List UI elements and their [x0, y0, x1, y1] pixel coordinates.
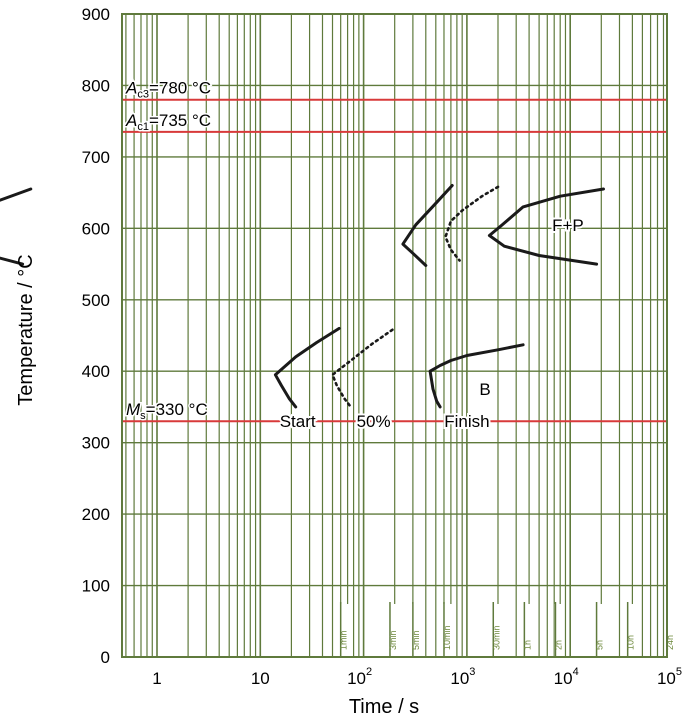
x-tick-labels: 1 10 102 103 104 105	[152, 666, 682, 688]
y-tick-label: 200	[82, 505, 110, 524]
curve-50pct	[331, 328, 394, 409]
curve-annotation: B	[479, 380, 490, 399]
y-tick-label: 300	[82, 434, 110, 453]
reference-label: Ms=330 °C	[126, 400, 208, 422]
x-tick-label: 103	[450, 666, 475, 688]
x-tick-label: 1	[152, 669, 161, 688]
reference-label: Ac1=735 °C	[125, 111, 211, 133]
curve-solid	[0, 187, 33, 266]
time-marker-label: 1h	[522, 640, 532, 650]
y-tick-label: 600	[82, 219, 110, 238]
x-tick-label: 104	[554, 666, 579, 688]
reference-label: Ac3=780 °C	[125, 79, 211, 101]
y-tick-label: 700	[82, 148, 110, 167]
y-tick-labels: 0 100 200 300 400 500 600 700 800 900	[82, 5, 110, 667]
y-tick-label: 800	[82, 76, 110, 95]
curve-annotation: Finish	[444, 412, 489, 431]
time-marker-label: 24h	[665, 635, 675, 650]
x-tick-label: 10	[251, 669, 270, 688]
reference-lines: Ac3=780 °C Ac1=735 °C Ms=330 °C	[122, 77, 667, 424]
curve-annotation: 50%	[357, 412, 391, 431]
transformation-curves	[0, 184, 605, 409]
time-marker-label: 3min	[388, 630, 398, 650]
curve-50pct	[444, 185, 500, 262]
time-marker-label: 2h	[553, 640, 563, 650]
time-marker-label: 1min	[339, 630, 349, 650]
y-tick-label: 0	[101, 648, 110, 667]
curve-solid	[428, 343, 525, 409]
time-marker-label: 30min	[491, 625, 501, 650]
time-marker-label: 10h	[626, 635, 636, 650]
time-marker-label: 5h	[595, 640, 605, 650]
curve-annotations: F+P B Start 50% Finish	[278, 214, 586, 433]
curve-annotation: Start	[280, 412, 316, 431]
y-tick-label: 100	[82, 577, 110, 596]
time-marker-label: 5min	[411, 630, 421, 650]
curve-solid	[487, 187, 605, 266]
x-tick-label: 102	[347, 666, 372, 688]
curve-solid	[401, 184, 454, 267]
y-axis-label: Temperature / °C	[15, 254, 37, 405]
y-tick-label: 400	[82, 362, 110, 381]
y-tick-label: 900	[82, 5, 110, 24]
plot-frame	[121, 13, 668, 658]
x-axis-label: Time / s	[349, 696, 419, 718]
y-tick-label: 500	[82, 291, 110, 310]
curve-solid	[273, 326, 341, 409]
time-marker-label: 10min	[442, 625, 452, 650]
x-tick-label: 105	[657, 666, 682, 688]
time-markers: 1min 3min 5min 10min 30min 1h 2h 5h 10h 24h	[339, 602, 675, 657]
curve-annotation: F+P	[552, 216, 584, 235]
grid	[122, 14, 667, 657]
